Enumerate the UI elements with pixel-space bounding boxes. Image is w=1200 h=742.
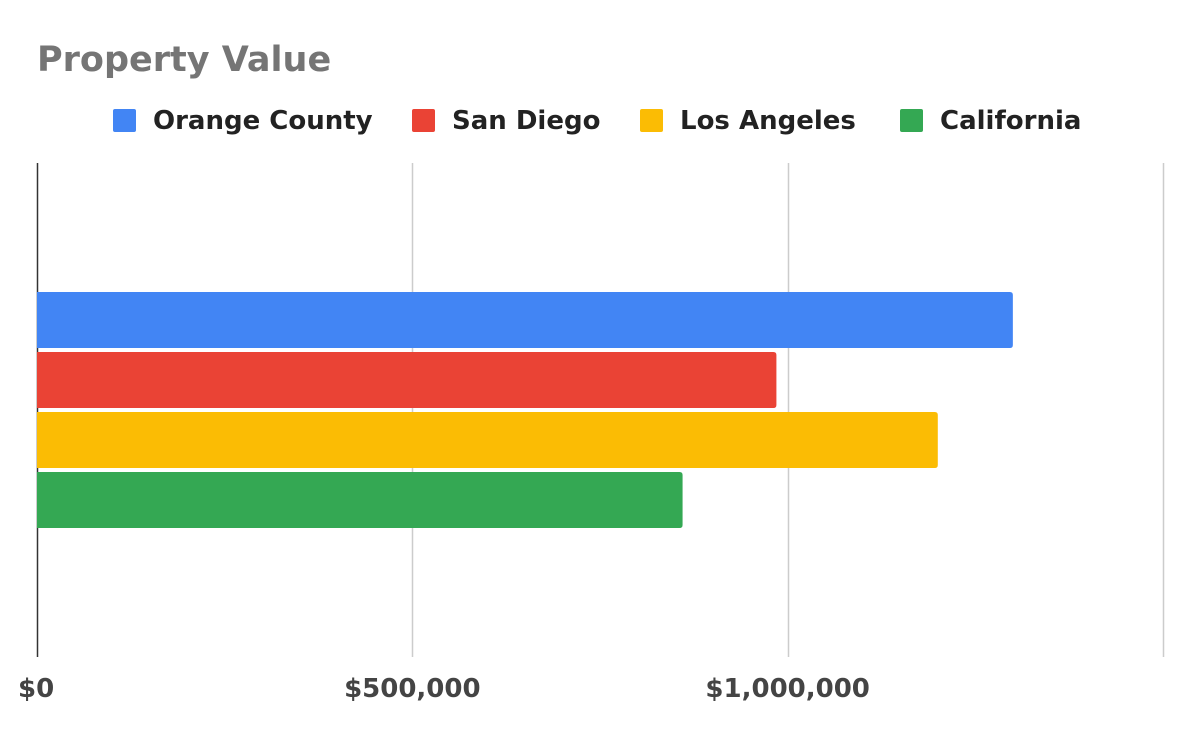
legend: Orange County San Diego Los Angeles Califor…	[113, 106, 1081, 136]
chart-title: Property Value	[37, 40, 331, 80]
legend-label: California	[940, 106, 1081, 136]
x-tick-label: $1,000,000	[705, 674, 869, 704]
legend-label: Los Angeles	[680, 106, 856, 136]
legend-item-california: California	[900, 106, 1081, 136]
x-tick-label: $500,000	[344, 674, 481, 704]
bar-san-diego	[37, 352, 777, 408]
legend-swatch	[412, 109, 435, 132]
gridlines	[36, 163, 1165, 657]
legend-item-los-angeles: Los Angeles	[640, 106, 856, 136]
legend-swatch	[900, 109, 923, 132]
x-tick-label: $0	[18, 674, 54, 704]
bars	[37, 292, 1013, 528]
bar-california	[37, 472, 683, 528]
bar-orange-county	[37, 292, 1013, 348]
bar-los-angeles	[37, 412, 938, 468]
legend-label: Orange County	[153, 106, 373, 136]
x-axis-ticks: $0 $500,000 $1,000,000	[18, 674, 870, 704]
legend-swatch	[640, 109, 663, 132]
legend-item-san-diego: San Diego	[412, 106, 600, 136]
legend-item-orange-county: Orange County	[113, 106, 373, 136]
legend-label: San Diego	[452, 106, 600, 136]
legend-swatch	[113, 109, 136, 132]
